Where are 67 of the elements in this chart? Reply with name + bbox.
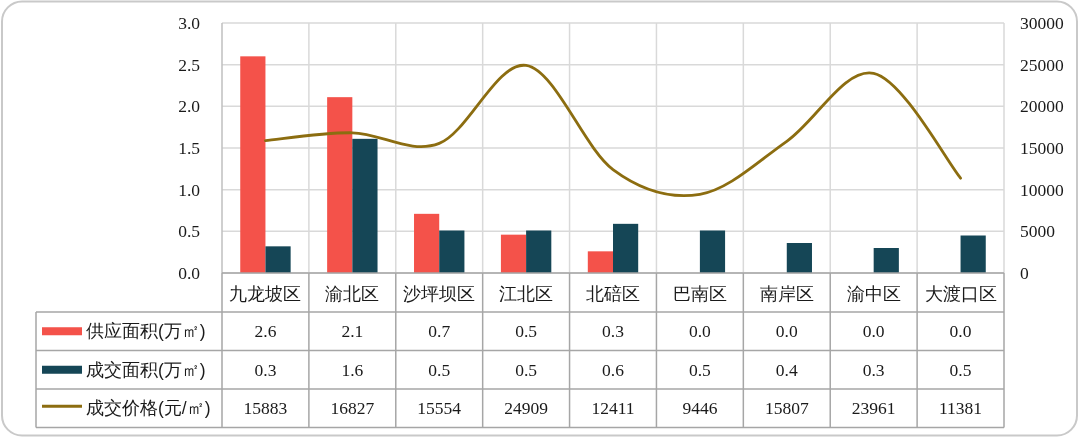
data-label: 0.4 <box>775 359 798 380</box>
y-tick-label: 1.0 <box>178 179 201 200</box>
bar <box>240 56 266 273</box>
data-label: 0.0 <box>949 321 972 342</box>
data-label: 15883 <box>243 398 288 419</box>
bar <box>327 97 353 273</box>
bar <box>439 230 465 273</box>
y2-tick-label: 5000 <box>1020 221 1056 242</box>
data-label: 0.7 <box>428 321 451 342</box>
data-label: 1.6 <box>341 359 364 380</box>
bar <box>500 234 527 273</box>
y-tick-label: 2.5 <box>178 54 201 75</box>
y2-tick-label: 10000 <box>1020 179 1064 200</box>
legend-label: 成交面积(万㎡) <box>86 359 206 380</box>
y2-tick-label: 25000 <box>1020 54 1064 75</box>
data-label: 0.0 <box>688 321 712 342</box>
data-label: 0.5 <box>515 359 538 380</box>
x-tick-label: 北碚区 <box>586 283 640 304</box>
data-label: 0.3 <box>254 359 277 380</box>
x-tick-label: 南岸区 <box>759 283 814 304</box>
data-label: 0.5 <box>949 359 972 380</box>
legend-label: 成交价格(元/㎡) <box>86 398 211 419</box>
x-tick-label: 渝中区 <box>846 283 901 304</box>
data-label: 23961 <box>851 398 896 419</box>
x-tick-label: 沙坪坝区 <box>403 283 476 304</box>
x-tick-label: 大渡口区 <box>924 283 997 304</box>
data-label: 11381 <box>939 398 983 419</box>
y-tick-label: 2.0 <box>178 96 201 117</box>
data-label: 0.5 <box>515 321 538 342</box>
data-label: 0.0 <box>775 321 798 342</box>
data-label: 15554 <box>417 398 462 419</box>
data-label: 9446 <box>682 398 718 419</box>
data-label: 16827 <box>330 398 375 419</box>
x-tick-label: 渝北区 <box>325 283 380 304</box>
y2-tick-label: 15000 <box>1020 138 1064 158</box>
data-label: 0.6 <box>602 359 625 380</box>
x-tick-label: 巴南区 <box>672 283 727 304</box>
y2-tick-label: 30000 <box>1020 13 1064 33</box>
bar <box>873 248 899 273</box>
x-tick-label: 江北区 <box>499 283 554 304</box>
legend-label: 供应面积(万㎡) <box>86 321 206 342</box>
bar <box>526 230 552 273</box>
data-label: 2.1 <box>341 321 364 342</box>
data-label: 0.3 <box>602 321 625 342</box>
data-label: 0.5 <box>428 359 451 380</box>
bar <box>699 230 726 273</box>
y2-tick-label: 0 <box>1020 263 1029 283</box>
data-label: 12411 <box>591 398 635 419</box>
data-label: 0.3 <box>862 359 885 380</box>
data-label: 0.0 <box>862 321 885 342</box>
bar <box>613 223 639 273</box>
bar <box>352 138 378 273</box>
y2-tick-label: 20000 <box>1020 96 1064 117</box>
data-label: 15807 <box>764 398 809 419</box>
x-tick-label: 九龙坡区 <box>229 283 302 304</box>
bar <box>960 235 986 273</box>
data-label: 24909 <box>504 398 549 419</box>
bar <box>265 246 291 273</box>
data-label: 2.6 <box>254 321 277 342</box>
data-label: 0.5 <box>688 359 712 380</box>
y-tick-label: 1.5 <box>178 138 201 158</box>
y-tick-label: 3.0 <box>178 13 201 33</box>
y-tick-label: 0.5 <box>178 221 201 242</box>
bar <box>587 251 613 273</box>
y-tick-label: 0.0 <box>178 263 201 283</box>
bar <box>414 213 440 273</box>
bar <box>786 243 812 273</box>
